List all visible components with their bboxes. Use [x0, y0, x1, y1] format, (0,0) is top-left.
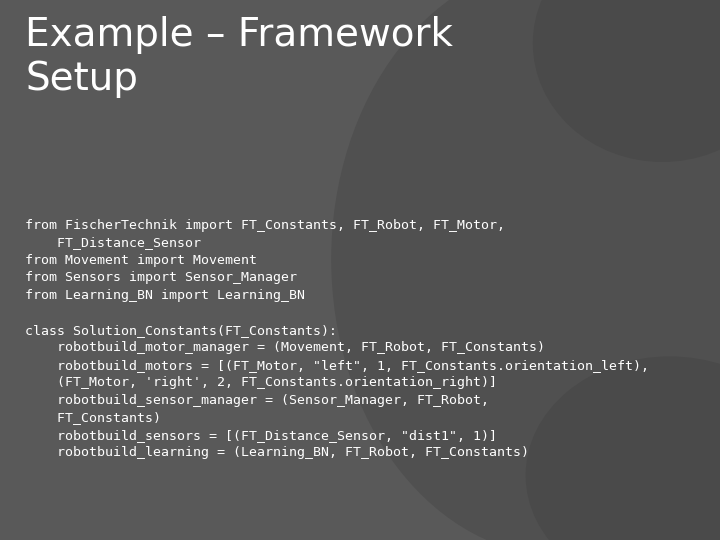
Text: from FischerTechnik import FT_Constants, FT_Robot, FT_Motor,
    FT_Distance_Sen: from FischerTechnik import FT_Constants,… — [25, 219, 649, 459]
Ellipse shape — [526, 356, 720, 540]
Text: Example – Framework
Setup: Example – Framework Setup — [25, 16, 453, 98]
Ellipse shape — [331, 0, 720, 540]
Ellipse shape — [533, 0, 720, 162]
